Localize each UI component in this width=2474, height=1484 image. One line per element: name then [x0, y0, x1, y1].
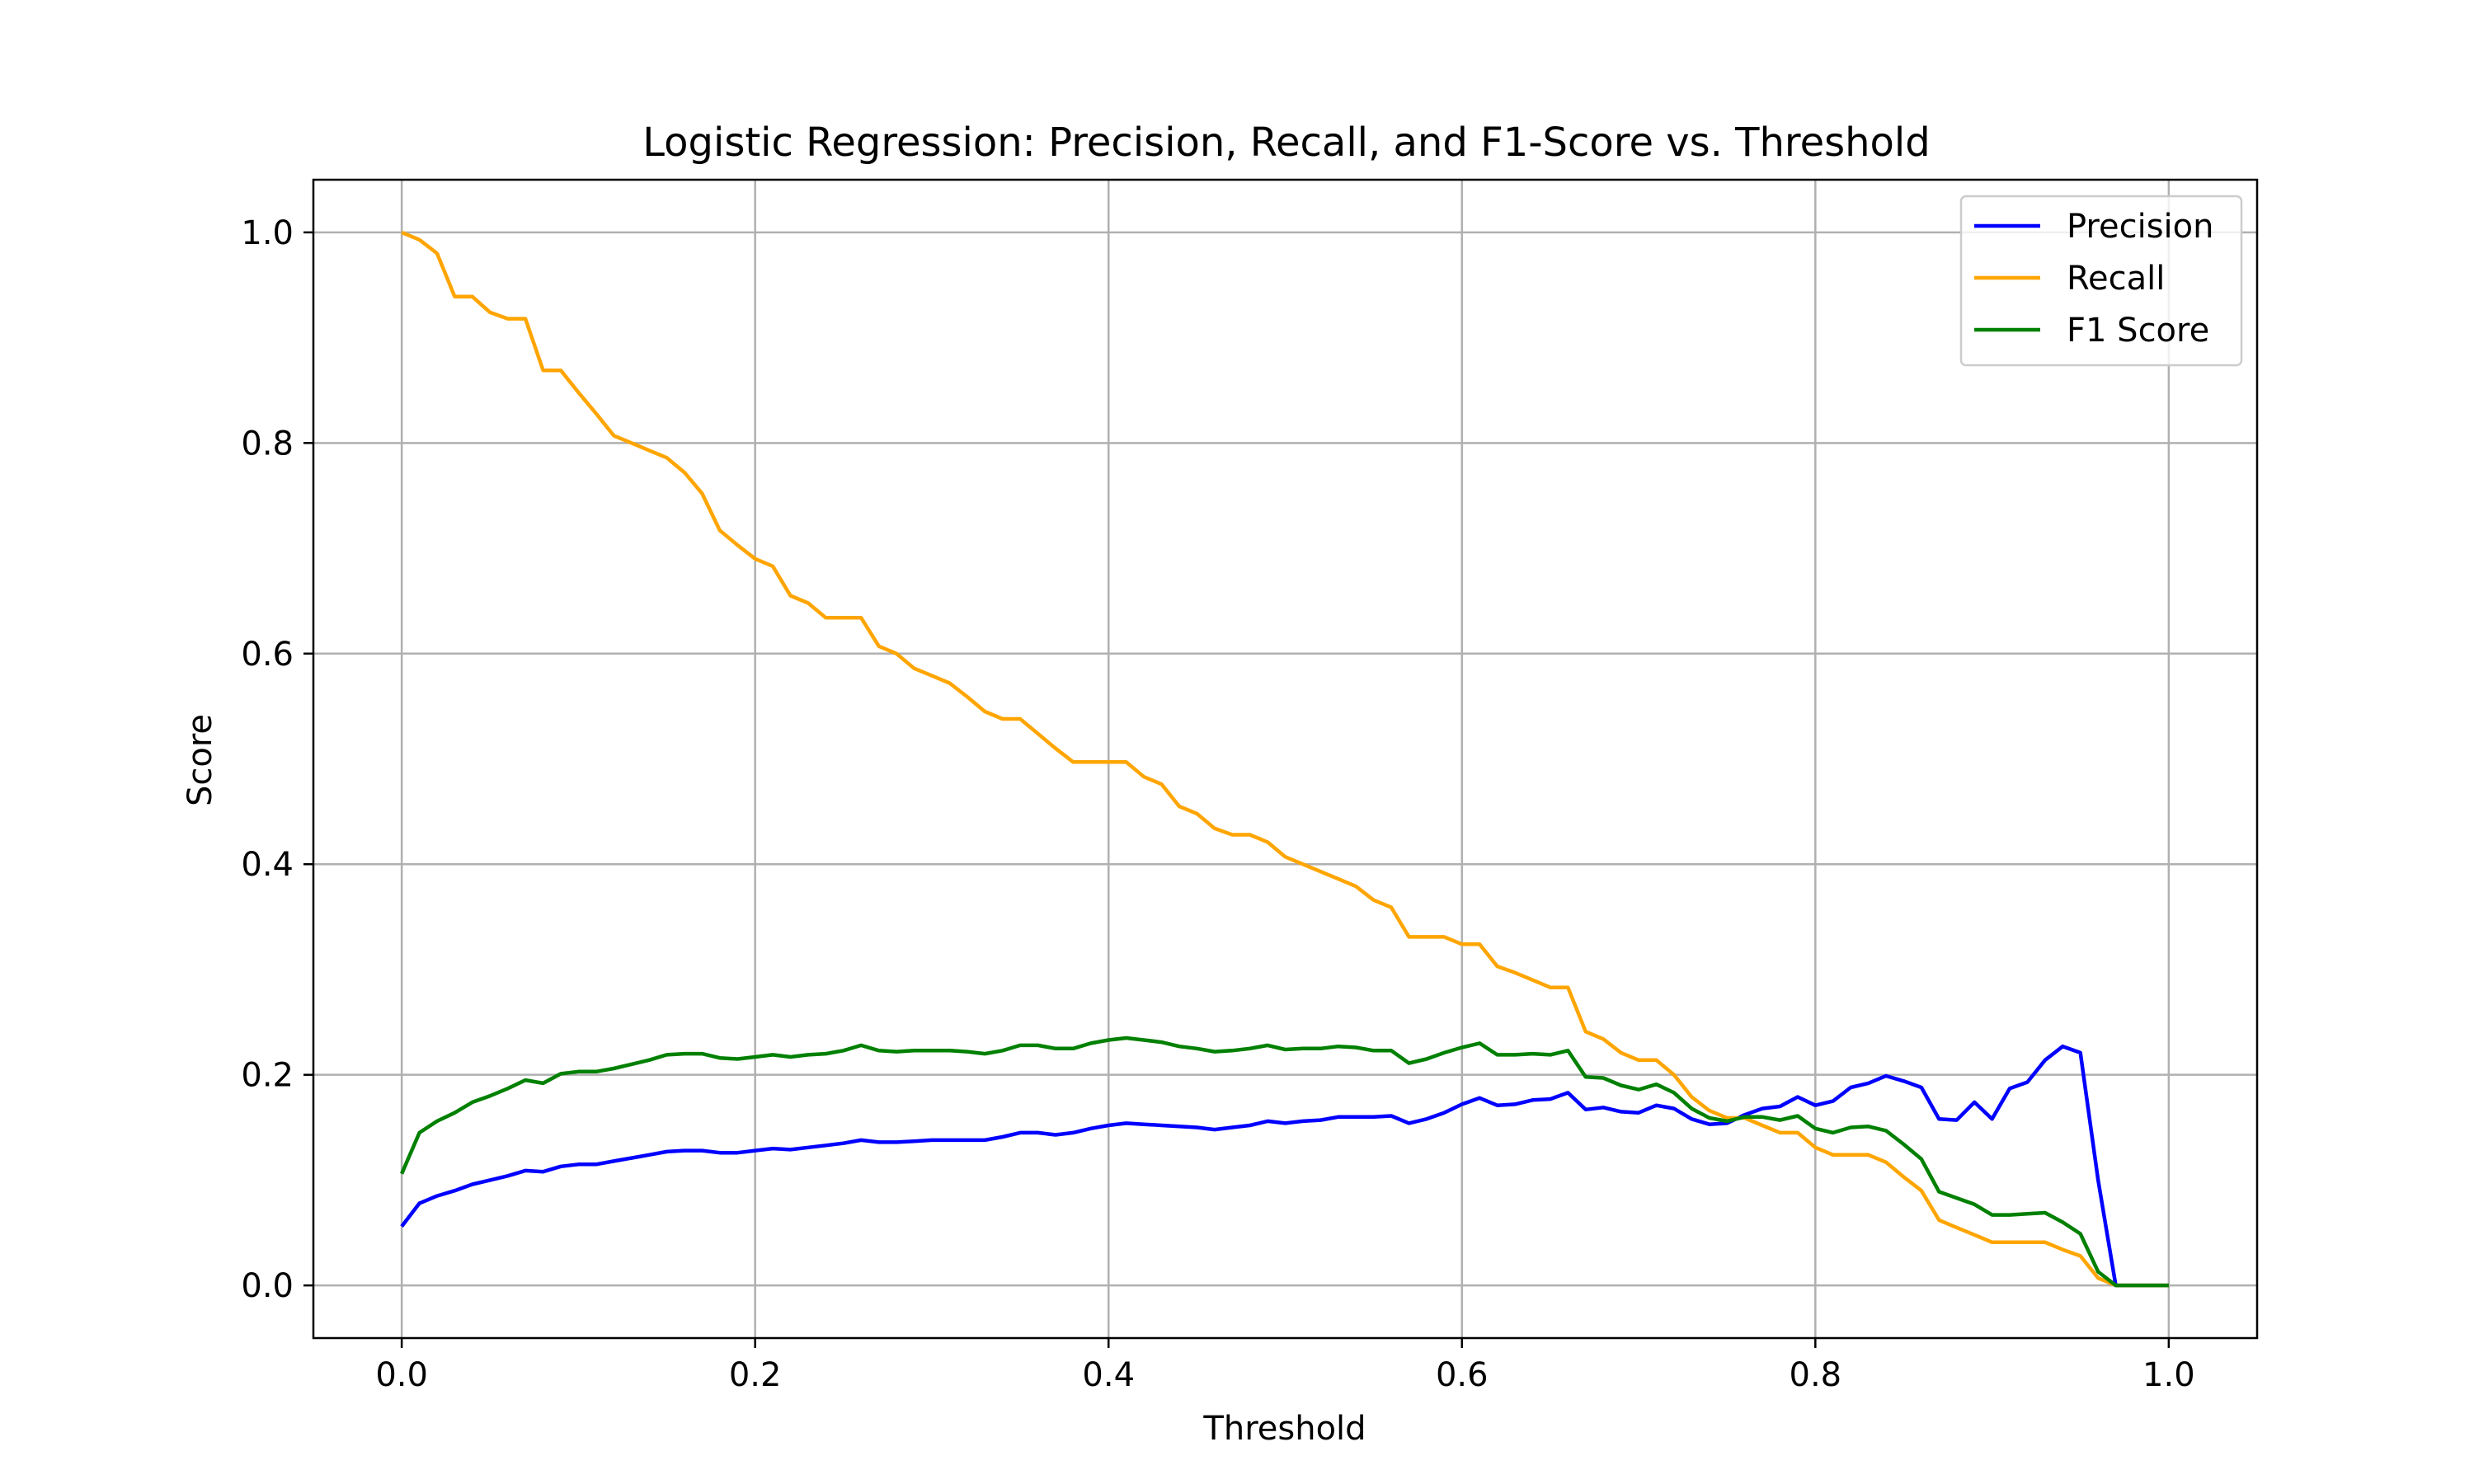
y-tick-label: 0.0: [241, 1267, 294, 1305]
legend-box: [1959, 195, 2243, 367]
x-axis-label: Threshold: [1202, 1410, 1366, 1448]
x-tick-label: 0.8: [1790, 1356, 1842, 1394]
x-tick-label: 0.2: [729, 1356, 782, 1394]
axes-frame: [312, 178, 2259, 1340]
chart-title: Logistic Regression: Precision, Recall, …: [642, 120, 1930, 166]
x-tick-label: 0.6: [1436, 1356, 1489, 1394]
legend-label-recall: Recall: [2067, 260, 2165, 298]
f1-score-line: [400, 1036, 2169, 1288]
legend: Precision Recall F1 Score: [1959, 195, 2243, 367]
y-tick-label: 0.2: [241, 1057, 294, 1095]
x-tick-label: 0.0: [375, 1356, 428, 1394]
x-tick-label: 0.4: [1082, 1356, 1135, 1394]
y-tick-label: 1.0: [241, 214, 294, 252]
x-tick-label: 1.0: [2142, 1356, 2195, 1394]
y-axis-label: Score: [181, 714, 219, 806]
y-tick-label: 0.4: [241, 846, 294, 884]
grid: [313, 180, 2257, 1338]
legend-label-precision: Precision: [2067, 208, 2213, 246]
precision-line: [400, 1044, 2169, 1288]
y-tick-label: 0.6: [241, 636, 294, 674]
y-tick-label: 0.8: [241, 425, 294, 463]
series-lines: [400, 230, 2169, 1288]
legend-label-f1-score: F1 Score: [2067, 312, 2209, 350]
y-axis: 0.0 0.2 0.4 0.6 0.8 1.0: [241, 214, 313, 1305]
recall-line: [401, 230, 2169, 1288]
x-axis: 0.0 0.2 0.4 0.6 0.8 1.0: [375, 1338, 2195, 1394]
